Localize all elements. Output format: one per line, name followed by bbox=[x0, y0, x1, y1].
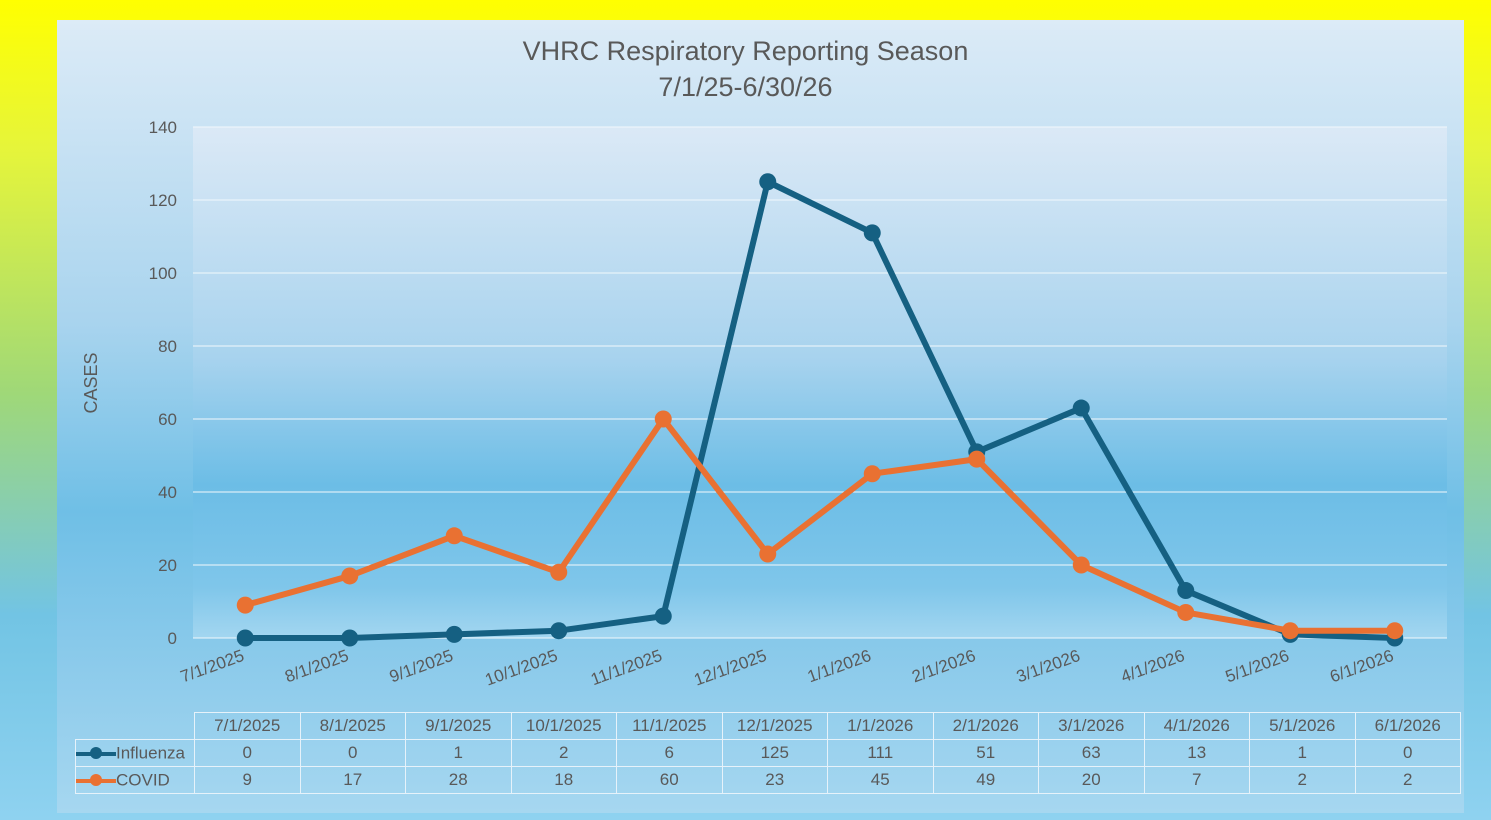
data-point-influenza bbox=[1177, 582, 1195, 600]
table-row: COVID 9 17 28 18 60 23 45 49 20 7 2 2 bbox=[75, 766, 1461, 794]
table-column-header: 12/1/2025 bbox=[721, 712, 828, 740]
table-cell: 2 bbox=[1354, 766, 1461, 794]
data-point-influenza bbox=[236, 629, 254, 647]
table-header-row: 7/1/2025 8/1/2025 9/1/2025 10/1/2025 11/1/20… bbox=[75, 712, 1461, 740]
table-column-header: 8/1/2025 bbox=[299, 712, 406, 740]
table-cell: 63 bbox=[1038, 739, 1145, 767]
series-name: COVID bbox=[116, 770, 170, 790]
data-point-covid bbox=[1281, 622, 1299, 640]
x-tick-label: 6/1/2026 bbox=[1327, 646, 1396, 686]
data-point-influenza bbox=[1072, 399, 1090, 417]
table-cell: 20 bbox=[1038, 766, 1145, 794]
y-tick-label: 0 bbox=[168, 629, 177, 648]
table-cell: 49 bbox=[932, 766, 1039, 794]
table-column-header: 7/1/2025 bbox=[194, 712, 301, 740]
data-point-covid bbox=[863, 465, 881, 483]
data-point-influenza bbox=[654, 607, 672, 625]
y-tick-label: 100 bbox=[149, 264, 177, 283]
table-cell: 2 bbox=[1249, 766, 1356, 794]
x-tick-label: 4/1/2026 bbox=[1118, 646, 1187, 686]
table-cell: 0 bbox=[1354, 739, 1461, 767]
table-column-header: 2/1/2026 bbox=[932, 712, 1039, 740]
chart-subtitle: 7/1/25-6/30/26 bbox=[658, 72, 833, 102]
table-column-header: 4/1/2026 bbox=[1143, 712, 1250, 740]
table-column-header: 1/1/2026 bbox=[827, 712, 934, 740]
table-cell: 1 bbox=[1249, 739, 1356, 767]
legend-key-influenza: Influenza bbox=[75, 739, 195, 767]
table-cell: 9 bbox=[194, 766, 301, 794]
legend-swatch bbox=[76, 747, 116, 760]
series-line-influenza bbox=[245, 178, 1395, 641]
x-tick-label: 3/1/2026 bbox=[1014, 646, 1083, 686]
data-point-covid bbox=[445, 527, 463, 545]
table-cell: 0 bbox=[194, 739, 301, 767]
table-corner bbox=[75, 712, 195, 740]
series-name: Influenza bbox=[116, 743, 185, 763]
y-tick-label: 60 bbox=[158, 410, 177, 429]
table-cell: 7 bbox=[1143, 766, 1250, 794]
table-cell: 125 bbox=[721, 739, 828, 767]
data-point-covid bbox=[341, 567, 359, 585]
table-column-header: 5/1/2026 bbox=[1249, 712, 1356, 740]
y-tick-label: 20 bbox=[158, 556, 177, 575]
table-cell: 18 bbox=[510, 766, 617, 794]
legend-key-covid: COVID bbox=[75, 766, 195, 794]
x-tick-label: 7/1/2025 bbox=[178, 646, 247, 686]
data-point-covid bbox=[654, 410, 672, 428]
x-tick-label: 11/1/2025 bbox=[588, 646, 664, 689]
data-point-covid bbox=[968, 450, 986, 468]
data-point-influenza bbox=[445, 625, 463, 643]
x-tick-label: 2/1/2026 bbox=[909, 646, 978, 686]
data-point-influenza bbox=[863, 224, 881, 242]
x-tick-label: 9/1/2025 bbox=[387, 646, 456, 686]
x-tick-label: 5/1/2026 bbox=[1223, 646, 1292, 686]
table-cell: 111 bbox=[827, 739, 934, 767]
y-tick-label: 40 bbox=[158, 483, 177, 502]
table-cell: 60 bbox=[616, 766, 723, 794]
data-point-covid bbox=[759, 545, 777, 563]
data-point-covid bbox=[1177, 603, 1195, 621]
y-tick-label: 120 bbox=[149, 191, 177, 210]
data-point-covid bbox=[236, 596, 254, 614]
data-point-influenza bbox=[341, 629, 359, 647]
x-tick-label: 8/1/2025 bbox=[282, 646, 351, 686]
table-cell: 17 bbox=[299, 766, 406, 794]
table-cell: 28 bbox=[405, 766, 512, 794]
data-table: 7/1/2025 8/1/2025 9/1/2025 10/1/2025 11/1/20… bbox=[75, 712, 1461, 794]
table-row: Influenza 0 0 1 2 6 125 111 51 63 13 1 0 bbox=[75, 739, 1461, 767]
data-point-covid bbox=[1072, 556, 1090, 574]
series-line-covid bbox=[244, 416, 1395, 634]
table-column-header: 3/1/2026 bbox=[1038, 712, 1145, 740]
y-tick-label: 80 bbox=[158, 337, 177, 356]
table-cell: 23 bbox=[721, 766, 828, 794]
table-column-header: 10/1/2025 bbox=[510, 712, 617, 740]
table-cell: 13 bbox=[1143, 739, 1250, 767]
x-tick-label: 10/1/2025 bbox=[483, 646, 561, 690]
x-tick-label: 1/1/2026 bbox=[805, 646, 874, 686]
y-tick-label: 140 bbox=[149, 118, 177, 137]
data-point-covid bbox=[550, 563, 568, 581]
data-point-influenza bbox=[550, 622, 568, 640]
legend-swatch bbox=[76, 774, 116, 787]
table-column-header: 9/1/2025 bbox=[405, 712, 512, 740]
table-cell: 45 bbox=[827, 766, 934, 794]
table-cell: 2 bbox=[510, 739, 617, 767]
table-cell: 0 bbox=[299, 739, 406, 767]
y-axis-title: CASES bbox=[81, 352, 101, 413]
data-point-covid bbox=[1386, 622, 1404, 640]
x-tick-label: 12/1/2025 bbox=[692, 646, 770, 690]
table-cell: 6 bbox=[616, 739, 723, 767]
chart-title: VHRC Respiratory Reporting Season bbox=[522, 36, 969, 66]
table-cell: 51 bbox=[932, 739, 1039, 767]
table-column-header: 11/1/2025 bbox=[616, 712, 723, 740]
data-point-influenza bbox=[759, 173, 777, 191]
table-cell: 1 bbox=[405, 739, 512, 767]
table-column-header: 6/1/2026 bbox=[1354, 712, 1461, 740]
